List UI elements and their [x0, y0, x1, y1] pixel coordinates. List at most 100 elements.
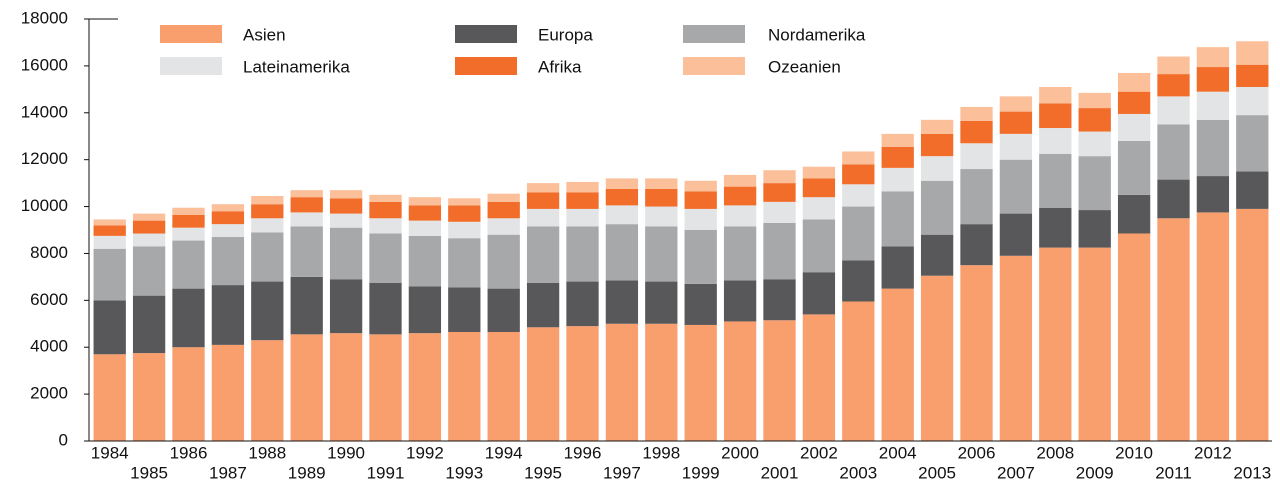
bar-segment: [802, 219, 836, 273]
bar-segment: [684, 324, 717, 441]
bar-segment: [684, 283, 717, 325]
bar-segment: [1196, 91, 1230, 120]
bar-segment: [1117, 233, 1151, 441]
bar-segment: [1196, 119, 1230, 177]
bar-segment: [369, 282, 402, 335]
bar-segment: [408, 220, 442, 236]
bar-segment: [842, 164, 875, 185]
bar-segment: [172, 214, 205, 228]
bar-segment: [211, 237, 245, 286]
bar-segment: [329, 227, 363, 280]
bar-segment: [999, 213, 1033, 256]
bar-segment: [645, 226, 678, 282]
x-tick-label: 2012: [1194, 443, 1232, 462]
bar-segment: [251, 232, 284, 282]
bar-segment: [448, 205, 481, 222]
bar-segment: [763, 183, 796, 202]
x-tick-label: 1996: [564, 443, 602, 462]
bar-segment: [605, 280, 639, 324]
bar-segment: [487, 234, 520, 289]
bar-segment: [487, 193, 520, 202]
bar-segment: [842, 184, 875, 207]
bar-segment: [93, 225, 126, 236]
bar-segment: [920, 119, 954, 134]
legend-swatch: [683, 25, 745, 43]
bar-segment: [566, 226, 599, 282]
bar-segment: [290, 334, 323, 441]
bar-segment: [999, 111, 1033, 134]
bar-segment: [960, 169, 993, 225]
bar-segment: [329, 198, 363, 214]
bar-segment: [1196, 67, 1230, 92]
bar-segment: [645, 178, 678, 189]
bar-segment: [1157, 96, 1190, 125]
bar-segment: [290, 190, 323, 198]
bar-segment: [526, 192, 560, 209]
bar-segment: [920, 275, 954, 441]
bar-segment: [881, 288, 914, 441]
bar-segment: [93, 219, 126, 226]
bar-segment: [172, 288, 205, 348]
bar-segment: [1157, 218, 1190, 441]
bar-segment: [1039, 207, 1072, 248]
bar-segment: [723, 174, 757, 187]
bar-segment: [1078, 247, 1111, 441]
bar-segment: [960, 120, 993, 144]
x-tick-label: 2005: [918, 463, 956, 482]
bar-segment: [999, 96, 1033, 112]
bar-segment: [723, 205, 757, 227]
bar-segment: [408, 286, 442, 334]
bar-segment: [1039, 128, 1072, 154]
bar-segment: [842, 301, 875, 441]
y-tick-label: 2000: [30, 384, 68, 403]
x-tick-label: 2010: [1115, 443, 1153, 462]
x-tick-label: 1993: [445, 463, 483, 482]
bar-segment: [448, 331, 481, 441]
bar-segment: [1039, 103, 1072, 129]
bar-segment: [960, 143, 993, 170]
bar-segment: [1117, 140, 1151, 195]
bar-segment: [1117, 113, 1151, 141]
bar-segment: [251, 196, 284, 205]
bar-segment: [487, 201, 520, 219]
bar-segment: [605, 224, 639, 281]
bar-segment: [211, 204, 245, 212]
bar-segment: [132, 353, 166, 441]
bar-segment: [881, 167, 914, 192]
legend-swatch: [160, 57, 222, 75]
bar-segment: [408, 235, 442, 287]
legend-swatch: [455, 25, 517, 43]
bar-segment: [93, 354, 126, 441]
legend-label: Europa: [538, 25, 593, 44]
x-tick-label: 2006: [958, 443, 996, 462]
bar-segment: [448, 238, 481, 288]
bar-segment: [605, 205, 639, 225]
bar-segment: [802, 314, 836, 441]
bar-segment: [251, 218, 284, 233]
bar-segment: [369, 194, 402, 202]
bar-segment: [723, 321, 757, 441]
bar-segment: [684, 191, 717, 209]
bar-segment: [566, 281, 599, 327]
x-tick-label: 1995: [524, 463, 562, 482]
x-tick-label: 2008: [1036, 443, 1074, 462]
bar-segment: [1196, 212, 1230, 441]
legend-label: Asien: [243, 25, 286, 44]
x-tick-label: 1988: [248, 443, 286, 462]
bar-segment: [1196, 176, 1230, 213]
bar-segment: [881, 246, 914, 289]
y-tick-label: 10000: [21, 196, 68, 215]
bar-segment: [802, 197, 836, 220]
bar-segment: [763, 222, 796, 280]
bar-segment: [329, 333, 363, 441]
x-tick-label: 2011: [1155, 463, 1192, 482]
bar-segment: [881, 191, 914, 247]
x-tick-label: 1986: [170, 443, 208, 462]
bar-segment: [290, 276, 323, 335]
bar-segment: [1157, 124, 1190, 180]
bar-segment: [211, 211, 245, 225]
bar-segment: [369, 201, 402, 219]
bar-segment: [802, 178, 836, 198]
bar-segment: [1196, 47, 1230, 68]
